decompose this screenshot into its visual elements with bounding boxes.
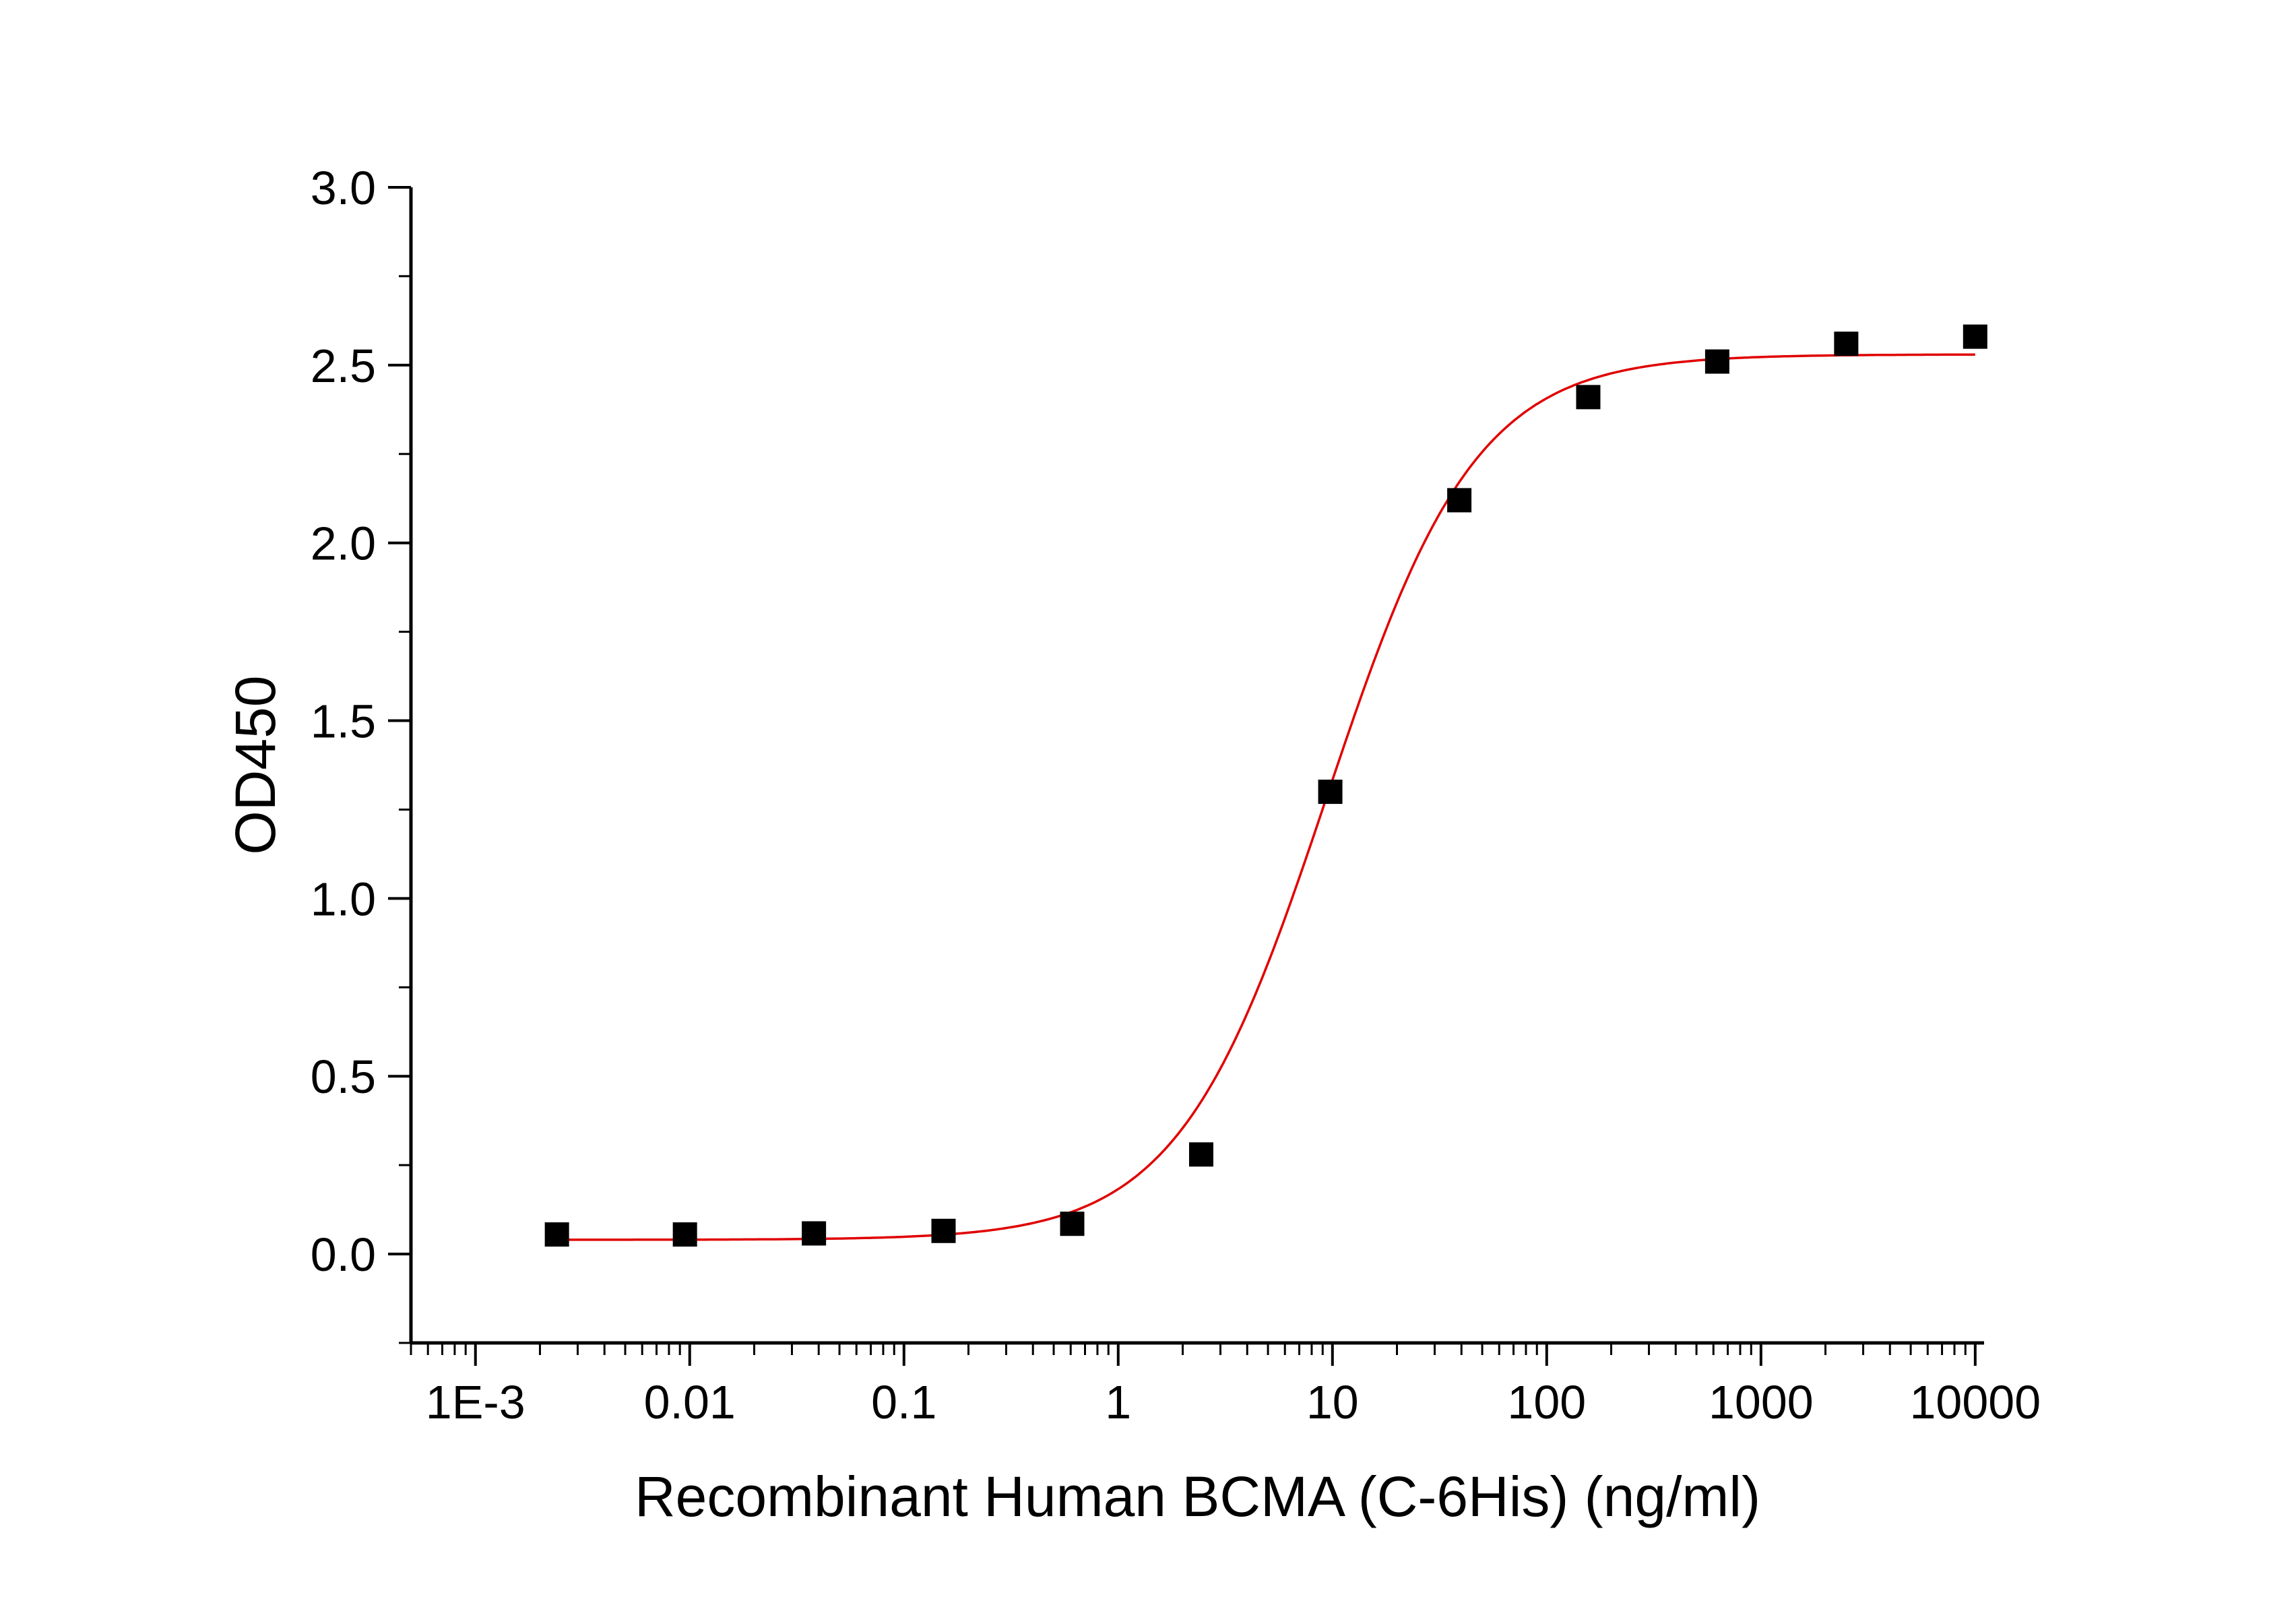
- tick-labels-layer: 0.0 0.5 1.0 1.5 2.0 2.5 3.0 1E-3 0.01 0.1 1 10 100 10…: [311, 162, 2041, 1428]
- data-point: [1188, 1142, 1213, 1167]
- data-point: [931, 1218, 956, 1243]
- data-point: [1834, 332, 1859, 356]
- data-point: [544, 1222, 569, 1247]
- x-tick-label: 0.1: [871, 1376, 936, 1428]
- fit-curve-layer: [556, 353, 1975, 1241]
- data-point: [1447, 488, 1472, 513]
- data-points-layer: [544, 324, 1987, 1247]
- x-tick-label: 1: [1105, 1376, 1131, 1428]
- data-point: [672, 1222, 697, 1247]
- y-tick-label: 1.5: [311, 695, 376, 748]
- axes: [388, 186, 1984, 1366]
- y-tick-label: 2.0: [311, 517, 376, 570]
- y-tick-label: 2.5: [311, 340, 376, 392]
- data-point: [1060, 1212, 1085, 1236]
- data-point: [1576, 385, 1601, 410]
- y-tick-label: 0.5: [311, 1050, 376, 1103]
- data-point: [1704, 349, 1729, 374]
- x-tick-label: 1000: [1709, 1376, 1814, 1428]
- data-point: [802, 1221, 827, 1246]
- x-tick-label: 0.01: [644, 1376, 736, 1428]
- y-tick-label: 1.0: [311, 873, 376, 925]
- x-tick-label: 1E-3: [426, 1376, 525, 1428]
- data-point: [1318, 780, 1343, 805]
- y-tick-label: 0.0: [311, 1228, 376, 1281]
- data-point: [1963, 324, 1987, 349]
- fit-curve: [556, 353, 1975, 1241]
- x-tick-label: 100: [1507, 1376, 1586, 1428]
- x-axis-title: Recombinant Human BCMA (C-6His) (ng/ml): [635, 1465, 1760, 1528]
- y-axis-title: OD450: [224, 675, 287, 854]
- x-tick-label: 10000: [1910, 1376, 2041, 1428]
- y-tick-label: 3.0: [311, 162, 376, 214]
- x-tick-label: 10: [1306, 1376, 1359, 1428]
